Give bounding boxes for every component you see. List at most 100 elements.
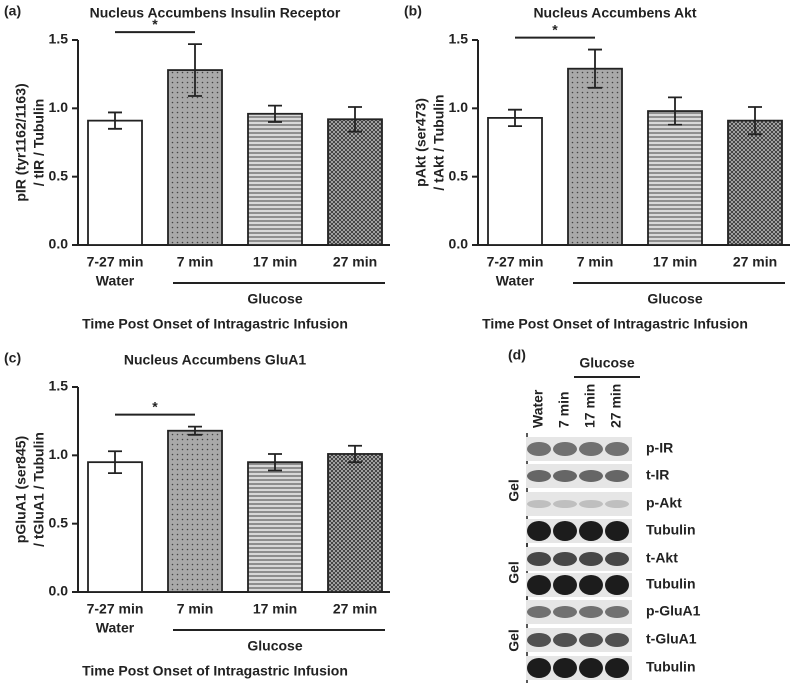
y-tick-label: 0.0 xyxy=(449,236,469,252)
bar xyxy=(727,119,783,246)
x-tick-label: 27 min xyxy=(733,254,777,270)
significance-label: * xyxy=(152,398,158,414)
y-tick-label: 1.0 xyxy=(449,99,469,115)
x-tick-label: 7-27 min xyxy=(87,601,144,617)
bar xyxy=(87,461,143,593)
error-bar xyxy=(188,425,202,436)
row-label: Tubulin xyxy=(646,659,696,675)
y-tick-label: 1.0 xyxy=(49,446,69,462)
x-tick-label: 17 min xyxy=(253,601,297,617)
error-bar xyxy=(748,106,762,136)
group-label: Glucose xyxy=(647,291,702,307)
blot-band xyxy=(553,521,577,541)
x-tick-label: 7-27 min xyxy=(87,254,144,270)
error-bar xyxy=(268,453,282,472)
blot-panel: (d) Glucose Water 7 min 17 min 27 min Gel p-IR t… xyxy=(506,347,701,683)
x-tick-label: 7-27 min xyxy=(487,254,544,270)
blot-band xyxy=(527,552,551,566)
error-bar xyxy=(268,104,282,123)
blot-band xyxy=(553,575,577,595)
blot-band xyxy=(527,470,551,482)
blot-band xyxy=(553,658,577,678)
blot-band xyxy=(605,606,629,618)
bar xyxy=(247,461,303,593)
y-axis-label: / tIR / Tubulin xyxy=(31,99,47,187)
bar xyxy=(247,112,303,246)
y-axis-label: / tGluA1 / Tubulin xyxy=(31,432,47,547)
x-tick-label: 27 min xyxy=(333,601,377,617)
error-bar xyxy=(108,450,122,474)
blot-band xyxy=(605,500,629,508)
blot-band xyxy=(579,521,603,541)
significance-label: * xyxy=(552,21,558,37)
row-label: t-Akt xyxy=(646,550,678,566)
bar xyxy=(487,117,543,246)
x-tick-label: 7 min xyxy=(177,254,214,270)
bar xyxy=(167,429,223,593)
error-bar xyxy=(188,43,202,97)
y-tick-label: 1.5 xyxy=(49,31,69,47)
lane-label: Water xyxy=(530,389,546,428)
y-tick-label: 0.5 xyxy=(49,167,69,183)
blot-band xyxy=(579,500,603,508)
bar xyxy=(327,118,383,246)
blot-band xyxy=(605,521,629,541)
bar-chart-panel: (c) Nucleus Accumbens GluA1 pGluA1 (ser845… xyxy=(4,350,390,679)
group-label: Glucose xyxy=(247,638,302,654)
group-label: Water xyxy=(96,273,135,289)
y-axis-label: pGluA1 (ser845) xyxy=(13,436,29,543)
lane-label: 27 min xyxy=(608,384,624,428)
chart-title: Nucleus Accumbens GluA1 xyxy=(124,352,307,368)
row-label: p-Akt xyxy=(646,495,682,511)
row-label: Tubulin xyxy=(646,576,696,592)
blot-band xyxy=(605,442,629,456)
y-tick-label: 1.5 xyxy=(449,31,469,47)
x-tick-label: 27 min xyxy=(333,254,377,270)
x-axis-label: Time Post Onset of Intragastric Infusion xyxy=(82,663,348,679)
panel-label: (a) xyxy=(4,3,21,19)
row-label: t-IR xyxy=(646,467,669,483)
gel-label: Gel xyxy=(506,561,522,584)
row-label: p-IR xyxy=(646,440,673,456)
significance-label: * xyxy=(152,16,158,32)
blot-band xyxy=(579,606,603,618)
blot-band xyxy=(579,633,603,647)
x-tick-label: 7 min xyxy=(577,254,614,270)
y-axis-label: pAkt (ser473) xyxy=(413,98,429,187)
bar xyxy=(647,110,703,246)
panel-label: (d) xyxy=(508,347,526,363)
blot-band xyxy=(553,442,577,456)
error-bar xyxy=(108,111,122,130)
error-bar xyxy=(588,48,602,89)
blot-band xyxy=(605,658,629,678)
blot-band xyxy=(527,521,551,541)
bar xyxy=(167,69,223,246)
x-axis-label: Time Post Onset of Intragastric Infusion xyxy=(82,316,348,332)
blot-band xyxy=(579,575,603,595)
y-tick-label: 0.5 xyxy=(49,514,69,530)
blot-band xyxy=(553,500,577,508)
blot-band xyxy=(605,552,629,566)
y-axis-label: / tAkt / Tubulin xyxy=(431,94,447,190)
x-tick-label: 7 min xyxy=(177,601,214,617)
blot-band xyxy=(579,552,603,566)
y-tick-label: 0.0 xyxy=(49,236,69,252)
error-bar xyxy=(508,108,522,127)
y-tick-label: 0.5 xyxy=(449,167,469,183)
bar xyxy=(567,67,623,246)
x-tick-label: 17 min xyxy=(653,254,697,270)
chart-title: Nucleus Accumbens Insulin Receptor xyxy=(90,5,341,21)
group-label: Water xyxy=(496,273,535,289)
blot-band xyxy=(553,470,577,482)
blot-band xyxy=(527,658,551,678)
error-bar xyxy=(668,96,682,126)
blot-band xyxy=(527,500,551,508)
row-label: Tubulin xyxy=(646,522,696,538)
row-label: t-GluA1 xyxy=(646,631,697,647)
lane-label: 17 min xyxy=(582,384,598,428)
blot-band xyxy=(553,552,577,566)
row-label: p-GluA1 xyxy=(646,603,701,619)
y-tick-label: 1.0 xyxy=(49,99,69,115)
blot-band xyxy=(579,658,603,678)
